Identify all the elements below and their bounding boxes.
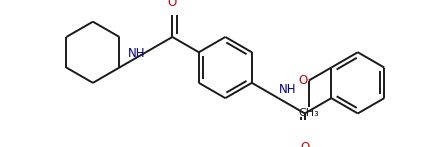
Text: CH₃: CH₃ xyxy=(298,108,319,118)
Text: O: O xyxy=(300,141,309,147)
Text: O: O xyxy=(168,0,177,9)
Text: O: O xyxy=(299,74,308,87)
Text: NH: NH xyxy=(279,83,297,96)
Text: NH: NH xyxy=(127,47,145,60)
